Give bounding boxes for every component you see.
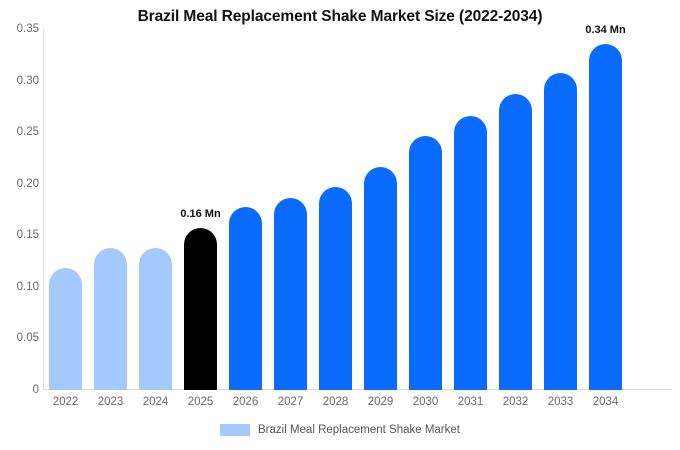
x-axis-tick-label-2025: 2025 xyxy=(187,396,214,408)
bar-2033[interactable] xyxy=(544,73,577,390)
bars-layer: 0.16 Mn 0.34 Mn xyxy=(43,24,672,390)
y-axis-tick-label: 0.15 xyxy=(16,229,39,242)
legend-swatch-brazil-market xyxy=(220,424,250,436)
bar-value-label-2025: 0.16 Mn xyxy=(180,208,221,221)
y-axis-tick-label: 0.10 xyxy=(16,280,39,293)
y-axis-tick-label: 0.25 xyxy=(16,126,39,139)
x-axis: 2022 2023 2024 2025 2026 2027 2028 2029 2030 2031… xyxy=(43,392,672,414)
chart-legend: Brazil Meal Replacement Shake Market xyxy=(0,424,680,436)
bar-slot: 0.34 Mn xyxy=(583,24,628,390)
bar-2029[interactable] xyxy=(364,167,397,390)
bar-2031[interactable] xyxy=(454,115,487,390)
bar-slot xyxy=(313,29,358,390)
bar-slot xyxy=(223,29,268,390)
x-axis-tick-label-2029: 2029 xyxy=(367,396,394,408)
x-axis-tick-label-2026: 2026 xyxy=(232,396,259,408)
bar-slot: 0.16 Mn xyxy=(178,29,223,390)
bar-2025[interactable] xyxy=(184,228,217,390)
bar-2023[interactable] xyxy=(94,247,127,390)
y-axis-tick-label: 0.05 xyxy=(16,332,39,345)
y-axis-tick-label: 0.35 xyxy=(16,23,39,35)
x-axis-tick-label-2032: 2032 xyxy=(502,396,529,408)
legend-label-brazil-market: Brazil Meal Replacement Shake Market xyxy=(258,424,460,436)
bar-2028[interactable] xyxy=(319,186,352,390)
x-axis-tick-label-2033: 2033 xyxy=(547,396,574,408)
y-axis: 0 0.05 0.10 0.15 0.20 0.25 0.30 0.35 xyxy=(0,23,39,396)
y-axis-tick-label: 0 xyxy=(32,384,39,396)
y-axis-line xyxy=(43,29,44,390)
bar-slot xyxy=(358,29,403,390)
bar-slot xyxy=(88,29,133,390)
bar-2024[interactable] xyxy=(139,247,172,390)
bar-value-label-2034: 0.34 Mn xyxy=(585,24,626,37)
bar-slot xyxy=(493,29,538,390)
x-axis-tick-label-2031: 2031 xyxy=(457,396,484,408)
y-axis-tick-label: 0.30 xyxy=(16,74,39,87)
x-axis-tick-label-2034: 2034 xyxy=(592,396,619,408)
bar-2030[interactable] xyxy=(409,136,442,390)
bar-slot xyxy=(448,29,493,390)
bar-slot xyxy=(133,29,178,390)
x-axis-tick-label-2027: 2027 xyxy=(277,396,304,408)
y-axis-tick-label: 0.20 xyxy=(16,177,39,190)
x-axis-line xyxy=(43,389,672,390)
x-axis-tick-label-2022: 2022 xyxy=(52,396,79,408)
x-axis-tick-label-2023: 2023 xyxy=(97,396,124,408)
bar-slot xyxy=(538,29,583,390)
x-axis-tick-label-2028: 2028 xyxy=(322,396,349,408)
chart-title: Brazil Meal Replacement Shake Market Siz… xyxy=(137,8,543,25)
bar-2027[interactable] xyxy=(274,198,307,390)
bar-slot xyxy=(43,29,88,390)
x-axis-tick-label-2024: 2024 xyxy=(142,396,169,408)
bar-2032[interactable] xyxy=(499,93,532,390)
bar-2034[interactable] xyxy=(589,44,622,390)
bar-2022[interactable] xyxy=(49,268,82,390)
bar-2026[interactable] xyxy=(229,207,262,390)
bar-slot xyxy=(403,29,448,390)
x-axis-tick-label-2030: 2030 xyxy=(412,396,439,408)
bar-slot xyxy=(268,29,313,390)
